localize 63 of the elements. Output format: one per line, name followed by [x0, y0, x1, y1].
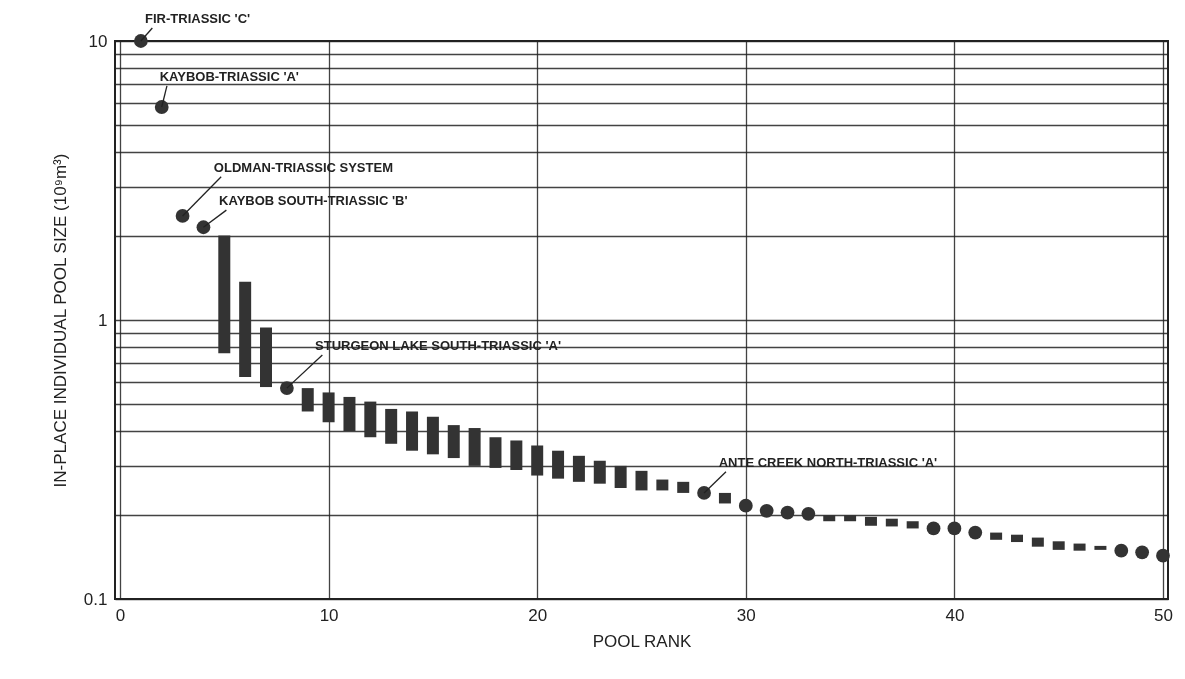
bar [1094, 545, 1107, 550]
bar [447, 425, 460, 459]
bar [614, 465, 627, 488]
point [175, 209, 190, 223]
point [926, 521, 941, 536]
point [133, 34, 148, 48]
bar [218, 235, 231, 354]
point [968, 525, 983, 540]
bar [510, 440, 523, 470]
bar [718, 492, 731, 504]
x-axis-title: POOL RANK [592, 631, 692, 651]
bar [1052, 541, 1065, 550]
bar [552, 450, 565, 479]
point [947, 521, 962, 536]
point [738, 498, 753, 513]
bar [844, 515, 857, 522]
bar [906, 521, 919, 529]
y-tick-label: 1 [98, 310, 108, 330]
bar [1073, 543, 1086, 551]
bar [864, 516, 877, 526]
point [801, 506, 816, 521]
x-tick-label: 20 [528, 605, 548, 625]
bar [656, 479, 669, 491]
point [279, 381, 294, 395]
x-tick-label: 10 [319, 605, 339, 625]
bar [1010, 534, 1023, 543]
bar [301, 388, 314, 412]
point [1135, 545, 1150, 560]
annotation: FIR-TRIASSIC 'C' [145, 11, 251, 27]
annotation: KAYBOB-TRIASSIC 'A' [159, 68, 299, 84]
point [196, 220, 211, 235]
bar [823, 515, 836, 522]
bar [531, 445, 544, 476]
x-tick-label: 30 [736, 605, 756, 625]
point [759, 503, 774, 518]
bar [364, 401, 377, 438]
bar [572, 455, 585, 482]
bar [406, 411, 419, 451]
bar [677, 481, 690, 493]
point [154, 100, 169, 114]
bar [468, 428, 481, 466]
bar [385, 408, 398, 444]
bar [885, 518, 898, 527]
bar [343, 396, 356, 432]
bar [426, 416, 439, 455]
bar [593, 460, 606, 484]
bar [990, 532, 1003, 540]
point [1156, 548, 1170, 563]
x-tick-label: 0 [115, 605, 126, 625]
y-axis-title: IN-PLACE INDIVIDUAL POOL SIZE (10⁹m³) [50, 153, 70, 488]
point [697, 486, 711, 500]
x-tick-label: 40 [945, 605, 965, 625]
bar [260, 327, 273, 388]
bar [1031, 537, 1044, 547]
point [780, 505, 795, 520]
y-tick-label: 0.1 [83, 589, 108, 609]
bar [239, 281, 252, 377]
bar [635, 470, 648, 491]
y-tick-label: 10 [88, 31, 108, 51]
bar [322, 392, 335, 423]
bar [489, 437, 502, 468]
point [1114, 543, 1129, 558]
x-tick-label: 50 [1154, 605, 1173, 625]
